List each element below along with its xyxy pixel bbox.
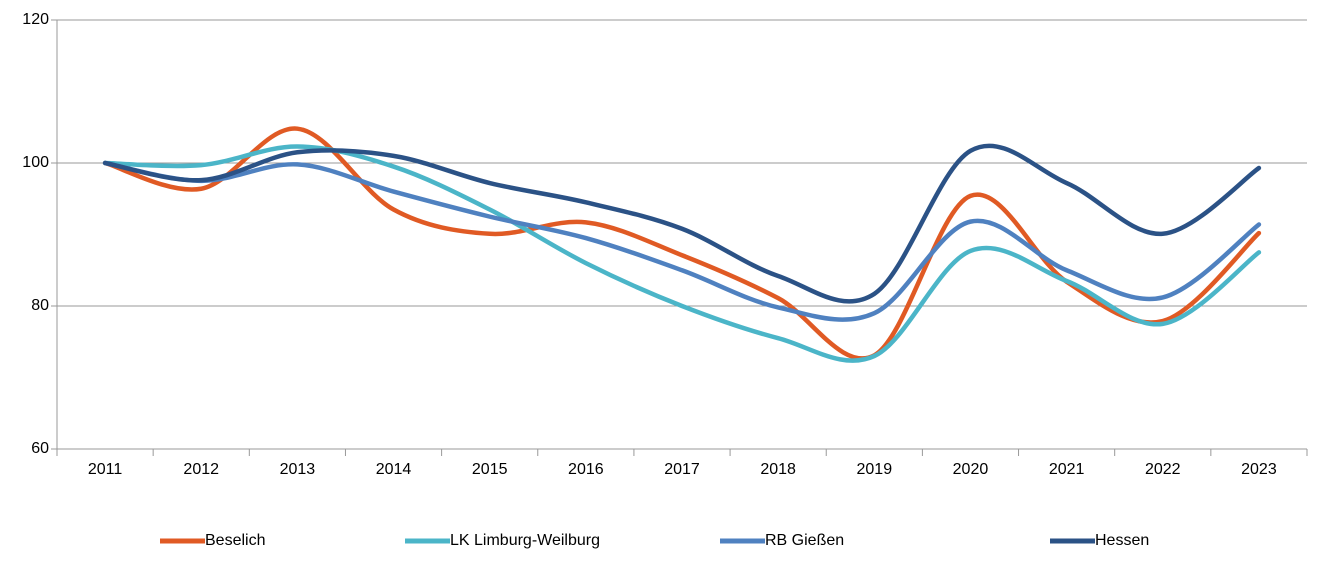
y-tick-label: 80: [31, 297, 49, 314]
x-tick-label: 2020: [953, 461, 989, 478]
x-tick-label: 2017: [664, 461, 700, 478]
x-tick-label: 2014: [376, 461, 412, 478]
x-tick-label: 2023: [1241, 461, 1277, 478]
x-tick-label: 2021: [1049, 461, 1085, 478]
y-tick-label: 120: [22, 11, 49, 28]
series-line: [102, 143, 1262, 304]
legend-label: Hessen: [1095, 532, 1149, 549]
x-tick-label: 2018: [760, 461, 796, 478]
x-tick-label: 2022: [1145, 461, 1181, 478]
x-tick-label: 2016: [568, 461, 604, 478]
legend-label: LK Limburg-Weilburg: [450, 532, 600, 549]
legend-label: Beselich: [205, 532, 265, 549]
series-line: [102, 144, 1262, 363]
series-line: [102, 160, 1262, 322]
x-tick-label: 2012: [183, 461, 219, 478]
y-tick-label: 100: [22, 154, 49, 171]
legend-label: RB Gießen: [765, 532, 844, 549]
x-tick-label: 2013: [280, 461, 316, 478]
x-tick-label: 2015: [472, 461, 508, 478]
x-tick-label: 2019: [857, 461, 893, 478]
y-tick-label: 60: [31, 440, 49, 457]
x-tick-label: 2011: [88, 461, 123, 478]
